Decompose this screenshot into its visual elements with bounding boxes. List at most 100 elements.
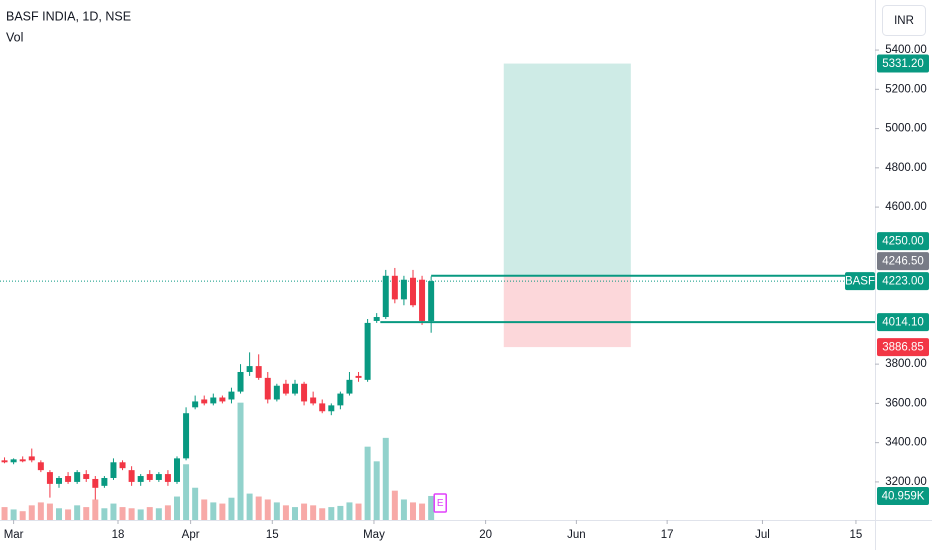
candle-body [92, 478, 99, 488]
candle-body [56, 477, 62, 484]
candle-body [28, 456, 35, 461]
volume-bar [137, 509, 144, 520]
volume-label: Vol [6, 30, 23, 44]
candle-body [110, 462, 117, 478]
candle-body [83, 474, 90, 479]
position-profit-zone [503, 63, 631, 276]
volume-bar [164, 505, 171, 520]
position-loss-zone [503, 275, 631, 348]
candle-body [210, 397, 217, 404]
volume-bar [119, 507, 126, 520]
x-tick-label: 18 [112, 529, 125, 541]
volume-bar [37, 502, 44, 520]
volume-bar [301, 503, 308, 520]
candle-body [337, 393, 344, 406]
candle-body [346, 379, 353, 394]
volume-bar [382, 437, 389, 520]
volume-bar [355, 503, 362, 520]
x-tick-label: 15 [850, 529, 863, 541]
event-marker [433, 493, 447, 513]
candle-body [391, 275, 398, 300]
candle-body [264, 377, 271, 400]
candle-body [1, 460, 8, 463]
x-tick-label: 15 [266, 529, 279, 541]
y-tick-label: 3200.00 [885, 476, 927, 488]
candle-body [183, 413, 190, 459]
symbol-tag-label: BASF [845, 276, 875, 288]
price-tag [877, 54, 929, 73]
candle-body [301, 383, 308, 402]
x-tick-label: Jun [567, 529, 586, 541]
candle-body [74, 472, 81, 482]
candle-body [400, 279, 407, 300]
volume-bar [282, 505, 289, 520]
candle-body [291, 383, 298, 394]
volume-bar [428, 495, 435, 520]
candle-body [46, 472, 53, 484]
volume-bar [146, 507, 153, 520]
candle-body [246, 366, 253, 372]
x-tick-label: 20 [479, 529, 492, 541]
volume-bar [219, 503, 226, 520]
volume-bar [174, 496, 180, 520]
volume-bar [83, 507, 90, 520]
candle-body [19, 459, 26, 462]
x-tick-label: May [363, 529, 385, 541]
currency-button[interactable] [882, 5, 926, 36]
volume-bar [364, 446, 371, 520]
candle-body [37, 462, 44, 471]
y-tick-label: 4800.00 [885, 162, 927, 174]
chart-title: BASF INDIA, 1D, NSE [6, 9, 131, 23]
symbol-tag [845, 272, 875, 291]
volume-bar [110, 503, 117, 520]
price-tag [877, 272, 929, 291]
volume-bar [46, 503, 53, 520]
candle-body [273, 385, 280, 400]
y-tick-label: 3800.00 [885, 358, 927, 370]
candle-body [155, 474, 162, 480]
volume-bar [373, 461, 380, 520]
volume-bar [10, 509, 17, 520]
volume-bar [255, 496, 262, 520]
volume-bar [391, 490, 398, 520]
volume-bar [19, 511, 26, 520]
price-tag-label: 4246.50 [882, 256, 924, 268]
candle-body [282, 383, 289, 394]
candle-body [146, 474, 153, 480]
volume-bar [155, 508, 162, 520]
volume-bar [409, 502, 416, 520]
event-label: E [437, 498, 444, 509]
candle-body [101, 477, 108, 486]
x-tick-label: Apr [182, 529, 200, 541]
volume-bar [128, 508, 135, 520]
candle-body [237, 371, 244, 392]
price-tag-label: 3886.85 [882, 342, 924, 354]
candle-body [65, 476, 72, 482]
currency[interactable]: INR [894, 15, 914, 27]
candle-body [119, 462, 126, 469]
volume-bar [246, 493, 253, 520]
volume-bar [65, 509, 72, 520]
volume-bar [273, 502, 280, 520]
volume-bar [1, 507, 8, 520]
candle-body [164, 474, 171, 482]
candle-body [201, 399, 208, 404]
price-tag-label: 4014.10 [882, 317, 924, 329]
y-tick-label: 5200.00 [885, 83, 927, 95]
volume-bar [291, 507, 298, 520]
candle-body [137, 476, 144, 482]
x-tick-label: 17 [661, 529, 674, 541]
candle-body [419, 279, 426, 321]
x-tick-label: Jul [755, 529, 770, 541]
volume-bar [310, 505, 317, 520]
candle-body [409, 277, 416, 306]
volume-bar [192, 487, 199, 520]
candle-body [10, 459, 17, 463]
candle-body [310, 397, 317, 404]
price-tag [877, 232, 929, 251]
candle-body [355, 375, 362, 378]
candle-body [128, 470, 135, 482]
volume-bar [346, 502, 353, 520]
volume-bar [183, 464, 190, 520]
